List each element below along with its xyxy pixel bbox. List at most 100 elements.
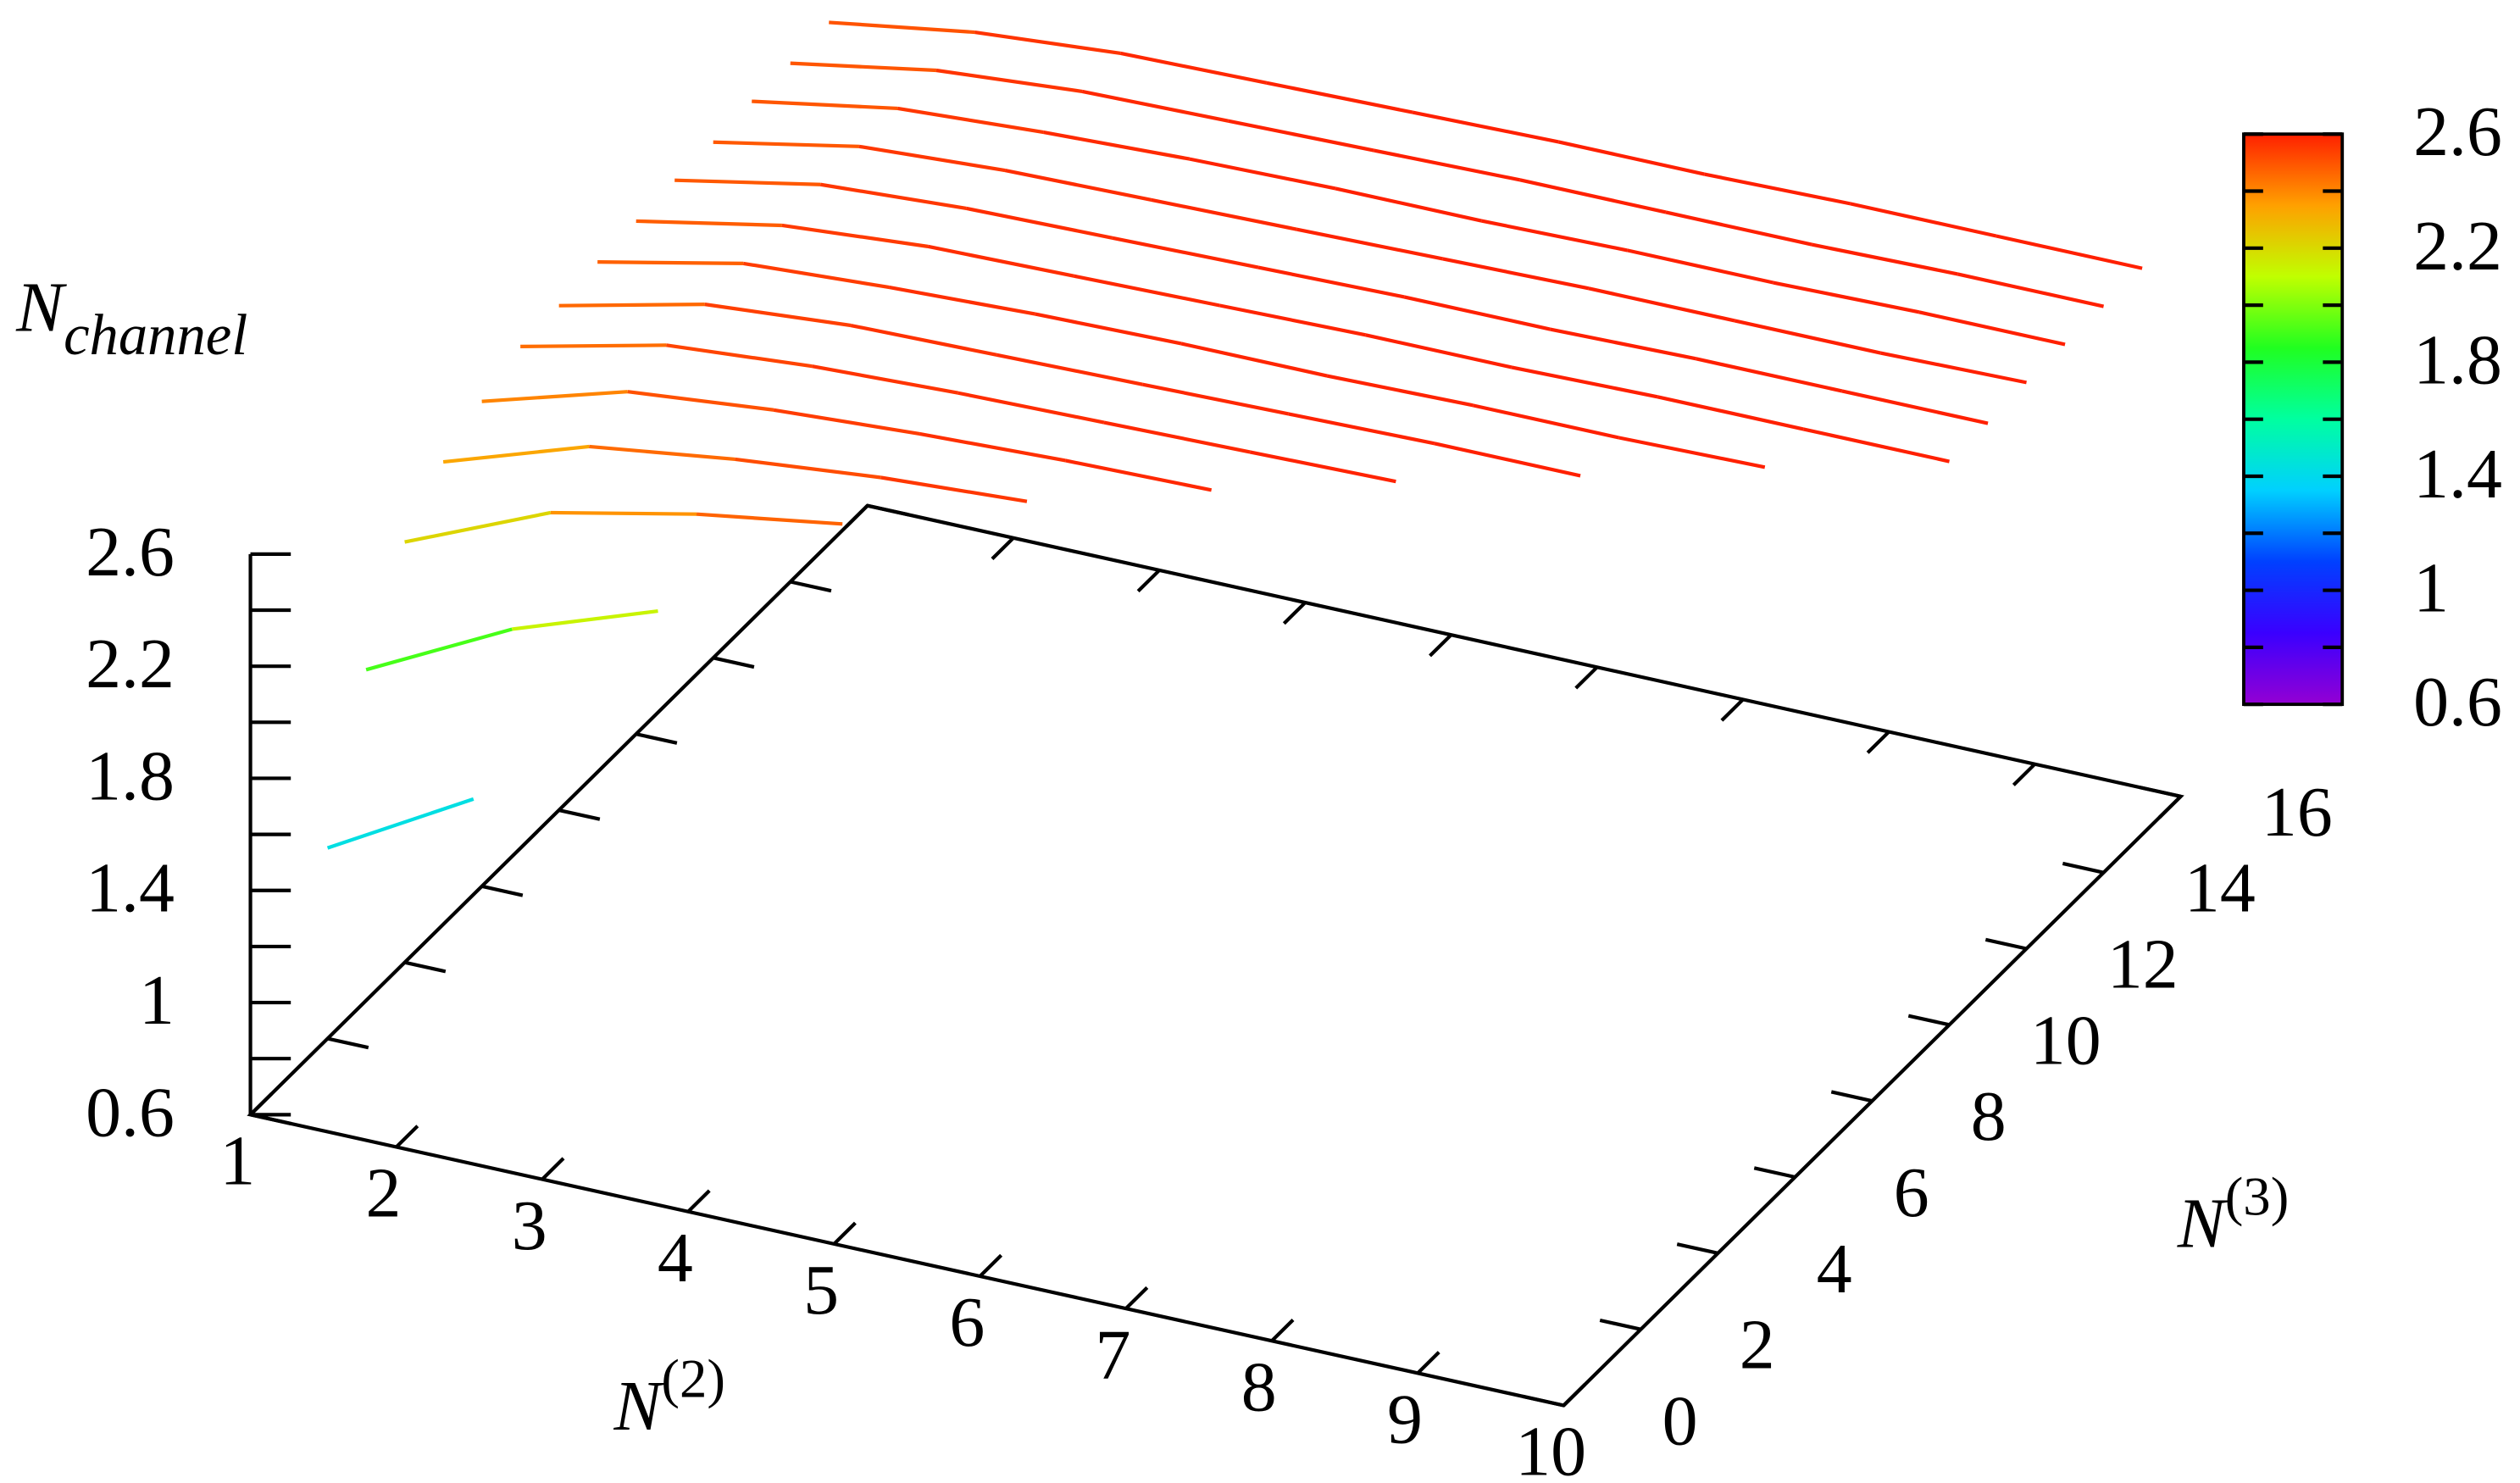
data-segment	[1811, 242, 1958, 276]
data-segment	[597, 260, 744, 265]
x-tick	[845, 504, 869, 528]
y-tick	[1984, 937, 2028, 951]
data-segment	[1773, 280, 1920, 314]
y-tick-label: 2	[1740, 1306, 1775, 1385]
x-tick	[832, 1221, 857, 1246]
data-segment	[512, 608, 658, 631]
y-tick-label: 4	[1817, 1230, 1852, 1308]
data-segment	[1412, 110, 1559, 144]
x-tick	[991, 536, 1015, 561]
data-segment	[1841, 389, 1989, 425]
data-segment	[1442, 257, 1590, 291]
x-tick	[2012, 763, 2036, 786]
x-tick-label: 10	[1515, 1413, 1586, 1483]
data-segment	[1142, 382, 1290, 416]
y-tick	[1753, 1166, 1796, 1180]
data-segment	[1335, 186, 1482, 223]
data-segment	[1879, 351, 2027, 385]
y-tick-label: 10	[2030, 1001, 2101, 1080]
y-axis-label: N(3)	[2177, 1166, 2289, 1264]
x-tick	[1720, 697, 1745, 722]
y-tick	[636, 732, 678, 745]
z-tick-label: 1.4	[86, 849, 175, 928]
data-segment	[326, 797, 475, 850]
y-tick-label: 0	[1662, 1381, 1698, 1460]
data-segment	[1374, 148, 1521, 182]
data-segment	[520, 343, 667, 348]
data-segment	[481, 390, 628, 403]
y-tick	[404, 960, 447, 974]
base-frame	[247, 503, 2184, 1408]
data-segment	[404, 510, 552, 544]
y-label-superscript: (3)	[2225, 1166, 2290, 1227]
data-segment	[1550, 327, 1697, 361]
x-tick-label: 3	[512, 1186, 547, 1265]
y-tick-label: 16	[2262, 773, 2333, 852]
data-segment	[1288, 412, 1435, 446]
colorbar-tick-label: 1	[2413, 549, 2449, 628]
x-tick	[686, 1189, 711, 1214]
z-tick-label: 1	[139, 961, 175, 1040]
data-segment	[589, 444, 735, 462]
data-segment	[966, 206, 1113, 240]
data-segment	[1519, 178, 1667, 214]
z-label-base: N	[15, 269, 67, 347]
data-segment	[935, 68, 1083, 93]
x-label-superscript: (2)	[661, 1349, 725, 1410]
y-tick	[790, 580, 832, 593]
y-tick	[1830, 1090, 1873, 1103]
data-segment	[1296, 227, 1444, 261]
data-segment	[897, 106, 1044, 135]
x-tick	[2158, 795, 2183, 819]
data-segment	[1043, 131, 1191, 161]
y-tick	[481, 884, 524, 897]
z-tick-label: 2.2	[86, 625, 175, 703]
z-label-subscript: channel	[64, 303, 247, 367]
x-tick	[249, 1092, 274, 1116]
data-segment	[781, 223, 929, 248]
y-tick	[867, 503, 909, 517]
y-tick	[1522, 1394, 1564, 1408]
data-segment	[1618, 436, 1766, 469]
x-tick	[1282, 601, 1307, 625]
x-tick-label: 2	[366, 1154, 402, 1233]
data-segment	[880, 475, 1028, 503]
colorbar-tick-label: 1.4	[2413, 435, 2502, 514]
data-segment	[1150, 197, 1297, 231]
data-segment	[1120, 51, 1268, 85]
x-tick	[395, 1125, 419, 1148]
data-segment	[1557, 140, 1705, 176]
data-segment	[1180, 342, 1328, 378]
data-segment	[1665, 210, 1812, 247]
data-segment	[1734, 319, 1881, 355]
x-tick-label: 1	[219, 1122, 255, 1201]
data-segment	[1103, 420, 1251, 454]
data-segment	[812, 364, 959, 395]
data-segment	[974, 30, 1121, 56]
data-segment	[1112, 236, 1259, 269]
colorbar-tick-label: 1.8	[2413, 320, 2502, 399]
data-segment	[850, 323, 997, 357]
data-segment	[1081, 89, 1229, 123]
data-segment	[743, 261, 890, 290]
data-segment	[829, 20, 975, 35]
data-segment	[1004, 168, 1152, 202]
data-segment	[1434, 442, 1581, 478]
z-axis-label: Nchannel	[15, 269, 247, 367]
data-segment	[1472, 403, 1620, 440]
x-tick-label: 6	[949, 1283, 985, 1362]
data-segment	[1696, 357, 1843, 393]
data-segment	[1850, 202, 1997, 238]
y-tick	[1907, 1014, 1950, 1027]
data-segment	[674, 178, 821, 186]
x-tick-label: 5	[803, 1251, 839, 1330]
x-label-base: N	[613, 1367, 664, 1446]
data-segment	[773, 408, 920, 436]
data-segment	[1189, 157, 1336, 191]
data-segment	[889, 286, 1036, 316]
x-tick-label: 8	[1241, 1347, 1277, 1426]
data-segment	[919, 431, 1066, 463]
x-tick	[1416, 1351, 1440, 1375]
data-segment	[704, 303, 852, 328]
